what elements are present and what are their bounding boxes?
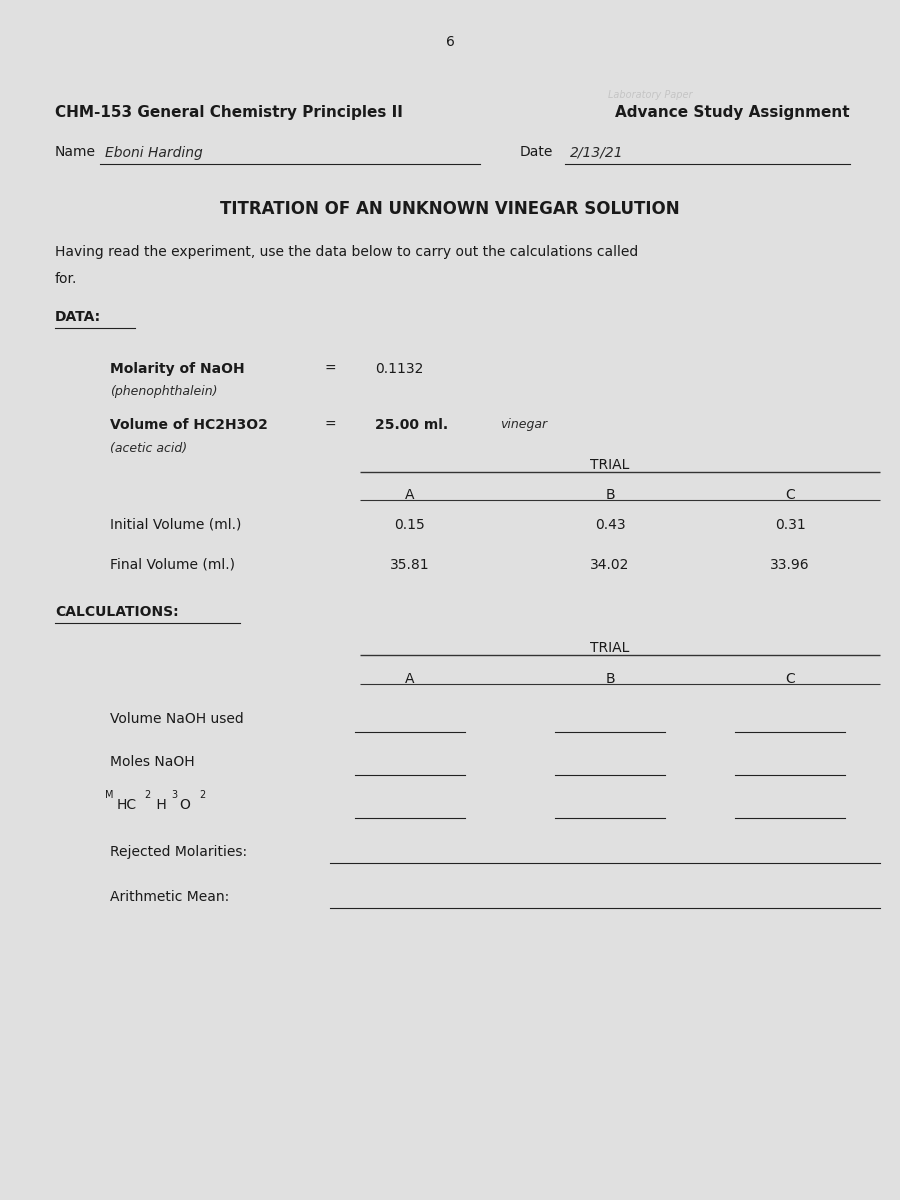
Text: Having read the experiment, use the data below to carry out the calculations cal: Having read the experiment, use the data… (55, 245, 638, 259)
Text: Arithmetic Mean:: Arithmetic Mean: (110, 890, 230, 904)
Text: Moles NaOH: Moles NaOH (110, 755, 194, 769)
Text: CHM-153 General Chemistry Principles II: CHM-153 General Chemistry Principles II (55, 104, 403, 120)
Text: 25.00 ml.: 25.00 ml. (375, 418, 448, 432)
Text: Laboratory Paper: Laboratory Paper (608, 90, 692, 100)
Text: 6: 6 (446, 35, 454, 49)
Text: C: C (785, 672, 795, 686)
Text: C: C (785, 488, 795, 502)
Text: 34.02: 34.02 (590, 558, 630, 572)
Text: 35.81: 35.81 (391, 558, 430, 572)
Text: DATA:: DATA: (55, 310, 101, 324)
Text: Volume of HC2H3O2: Volume of HC2H3O2 (110, 418, 268, 432)
Text: 3: 3 (171, 790, 177, 800)
Text: TRIAL: TRIAL (590, 641, 630, 655)
Text: A: A (405, 488, 415, 502)
Text: CALCULATIONS:: CALCULATIONS: (55, 605, 178, 619)
Text: O: O (179, 798, 190, 812)
Text: H: H (152, 798, 166, 812)
Text: 0.15: 0.15 (394, 518, 426, 532)
Text: Date: Date (520, 145, 554, 158)
Text: Initial Volume (ml.): Initial Volume (ml.) (110, 518, 241, 532)
Text: Volume NaOH used: Volume NaOH used (110, 712, 244, 726)
Text: 2: 2 (144, 790, 150, 800)
Text: Name: Name (55, 145, 96, 158)
Text: HC: HC (117, 798, 137, 812)
Text: B: B (605, 488, 615, 502)
Text: 0.43: 0.43 (595, 518, 625, 532)
Text: Advance Study Assignment: Advance Study Assignment (616, 104, 850, 120)
Text: (phenophthalein): (phenophthalein) (110, 385, 218, 398)
Text: Final Volume (ml.): Final Volume (ml.) (110, 558, 235, 572)
Text: 0.31: 0.31 (775, 518, 806, 532)
Text: for.: for. (55, 272, 77, 286)
Text: TRIAL: TRIAL (590, 458, 630, 472)
Text: 2/13/21: 2/13/21 (570, 146, 624, 160)
Text: 0.1132: 0.1132 (375, 362, 423, 376)
Text: 2: 2 (199, 790, 205, 800)
Text: (acetic acid): (acetic acid) (110, 442, 187, 455)
Text: Eboni Harding: Eboni Harding (105, 146, 202, 160)
Text: TITRATION OF AN UNKNOWN VINEGAR SOLUTION: TITRATION OF AN UNKNOWN VINEGAR SOLUTION (220, 200, 680, 218)
Text: 33.96: 33.96 (770, 558, 810, 572)
Text: A: A (405, 672, 415, 686)
Text: B: B (605, 672, 615, 686)
Text: M: M (105, 790, 113, 800)
Text: Molarity of NaOH: Molarity of NaOH (110, 362, 245, 376)
Text: Rejected Molarities:: Rejected Molarities: (110, 845, 248, 859)
Text: vinegar: vinegar (500, 418, 547, 431)
Text: =: = (324, 418, 336, 432)
Text: =: = (324, 362, 336, 376)
